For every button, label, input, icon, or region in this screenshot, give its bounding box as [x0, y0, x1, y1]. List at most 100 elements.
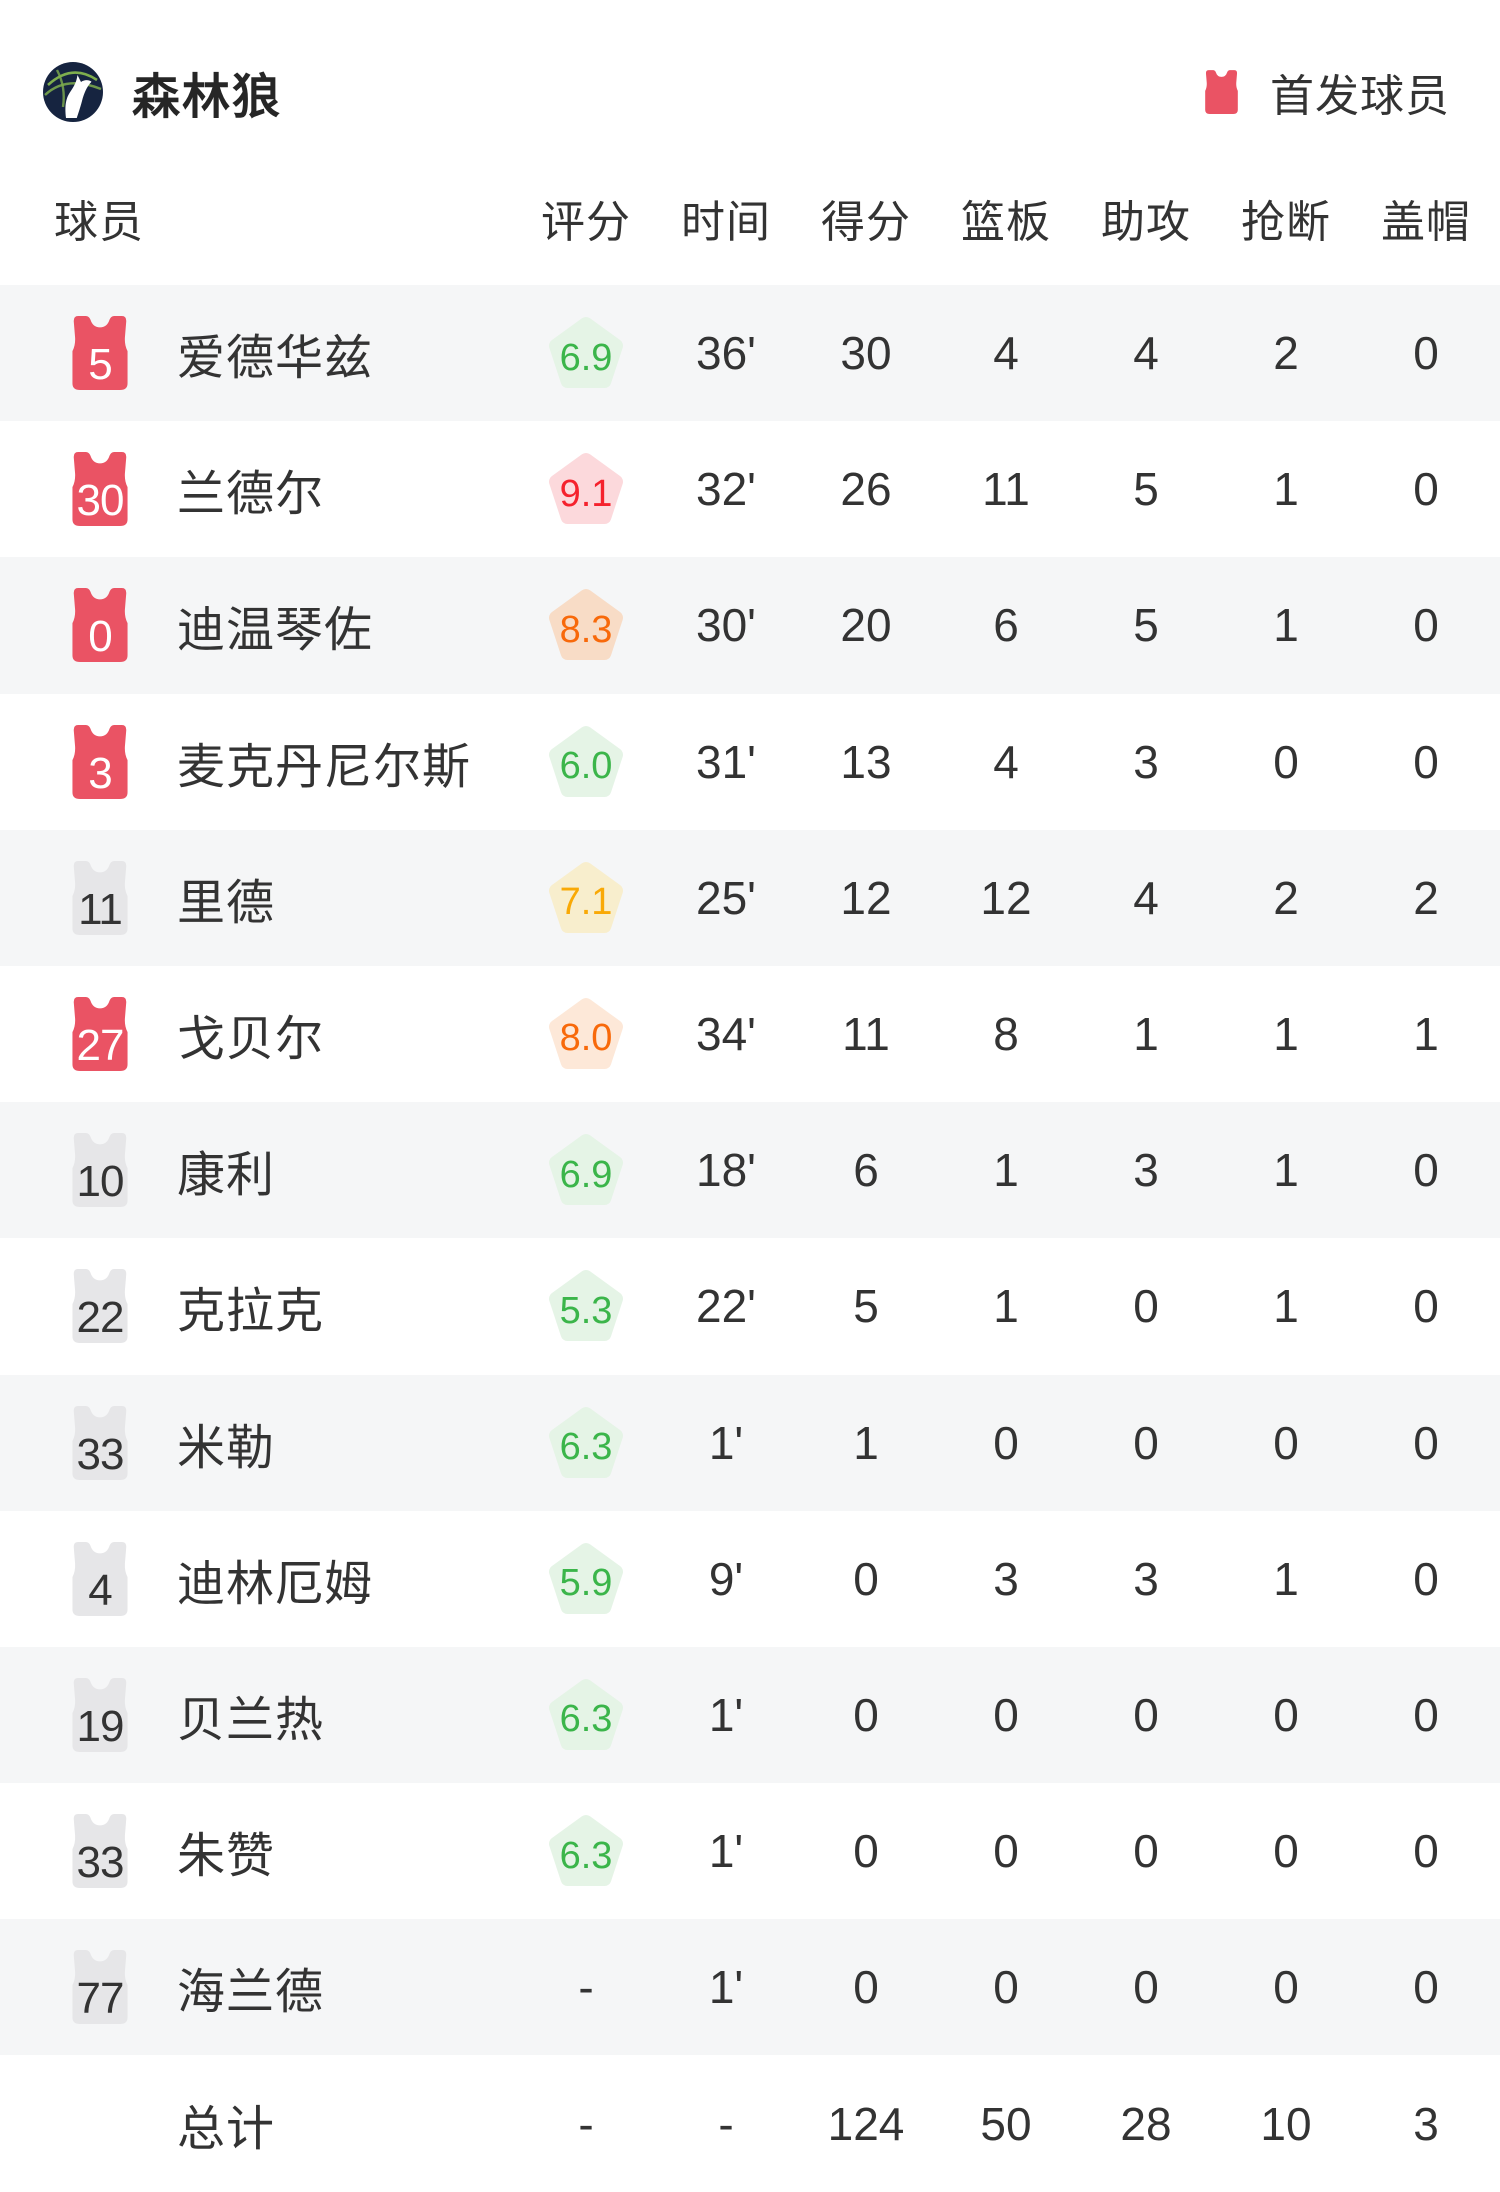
stat-blocks: 1	[1413, 1008, 1439, 1061]
player-row[interactable]: 4 迪林厄姆 5.9 9' 0 3 3 1 0	[0, 1511, 1500, 1647]
jersey-number: 33	[76, 1838, 125, 1888]
page-header: 森林狼 首发球员	[0, 0, 1500, 150]
stat-blocks: 2	[1413, 871, 1439, 924]
stat-points: 11	[842, 1008, 890, 1061]
player-cell: 27 戈贝尔	[36, 993, 516, 1075]
rating-badge: 5.3	[547, 1269, 625, 1343]
stat-rebounds: 8	[993, 1008, 1019, 1061]
stat-steals: 1	[1273, 1552, 1299, 1605]
stat-time: 22'	[696, 1280, 756, 1333]
rating-cell: 5.9	[516, 1542, 656, 1616]
player-row[interactable]: 27 戈贝尔 8.0 34' 11 8 1 1 1	[0, 966, 1500, 1102]
column-header-1: 评分	[541, 197, 631, 247]
rating-cell: 6.3	[516, 1406, 656, 1480]
stat-points: 20	[840, 599, 892, 652]
stat-time: 32'	[696, 463, 756, 516]
stat-blocks: 0	[1413, 1280, 1439, 1333]
player-name: 迪林厄姆	[177, 1557, 374, 1611]
player-row[interactable]: 10 康利 6.9 18' 6 1 3 1 0	[0, 1102, 1500, 1239]
stat-rebounds: 0	[993, 1825, 1019, 1878]
player-cell: 33 米勒	[36, 1402, 516, 1484]
player-row[interactable]: 5 爱德华兹 6.9 36' 30 4 4 2 0	[0, 285, 1500, 422]
stat-steals: 1	[1273, 1008, 1299, 1061]
rating-badge: 6.3	[547, 1814, 625, 1888]
jersey-icon: 30	[62, 448, 138, 530]
stat-assists: 4	[1133, 327, 1159, 380]
rating-cell: 8.3	[516, 588, 656, 662]
player-row[interactable]: 0 迪温琴佐 8.3 30' 20 6 5 1 0	[0, 557, 1500, 694]
player-name: 康利	[177, 1149, 276, 1203]
player-row[interactable]: 33 朱赞 6.3 1' 0 0 0 0 0	[0, 1783, 1500, 1919]
rating-cell: 6.3	[516, 1678, 656, 1752]
stat-steals: 2	[1273, 871, 1299, 924]
stat-assists: 5	[1133, 463, 1159, 516]
player-name: 朱赞	[177, 1830, 276, 1884]
starters-legend: 首发球员	[1199, 60, 1450, 124]
rating-cell: 9.1	[516, 452, 656, 526]
stat-time: 36'	[696, 327, 756, 380]
jersey-icon: 22	[62, 1265, 138, 1347]
stat-time: 1'	[708, 1825, 744, 1878]
stat-rebounds: 4	[993, 735, 1019, 788]
totals-rebounds: 50	[980, 2097, 1032, 2150]
jersey-icon: 0	[62, 584, 138, 666]
player-name: 爱德华兹	[177, 332, 374, 386]
player-row[interactable]: 77 海兰德 - 1' 0 0 0 0 0	[0, 1919, 1500, 2056]
jersey-number: 11	[78, 884, 123, 934]
stat-assists: 0	[1133, 1825, 1159, 1878]
stat-rebounds: 4	[993, 327, 1019, 380]
stat-assists: 0	[1133, 1416, 1159, 1469]
column-header-4: 篮板	[961, 197, 1051, 247]
column-header-3: 得分	[821, 197, 911, 247]
stat-rebounds: 11	[982, 463, 1030, 516]
stat-steals: 1	[1273, 1144, 1299, 1197]
rating-badge: 6.3	[547, 1406, 625, 1480]
totals-name-cell: 总计	[36, 2089, 516, 2159]
player-row[interactable]: 30 兰德尔 9.1 32' 26 11 5 1 0	[0, 421, 1500, 557]
stat-rebounds: 1	[993, 1144, 1019, 1197]
rating-badge: 6.9	[547, 316, 625, 390]
player-name: 里德	[177, 876, 276, 930]
player-cell: 5 爱德华兹	[36, 312, 516, 394]
stat-points: 30	[840, 327, 892, 380]
jersey-number: 33	[76, 1429, 125, 1479]
stat-assists: 4	[1133, 871, 1159, 924]
stat-points: 12	[840, 871, 892, 924]
column-header-0: 球员	[54, 197, 144, 247]
stat-points: 0	[853, 1961, 879, 2014]
stat-assists: 0	[1133, 1961, 1159, 2014]
jersey-icon: 3	[62, 721, 138, 803]
stat-blocks: 0	[1413, 463, 1439, 516]
stat-blocks: 0	[1413, 327, 1439, 380]
jersey-icon: 33	[62, 1810, 138, 1892]
jersey-number: 30	[76, 476, 125, 526]
stat-blocks: 0	[1413, 1688, 1439, 1741]
stat-rebounds: 3	[993, 1552, 1019, 1605]
stat-steals: 1	[1273, 463, 1299, 516]
column-header-2: 时间	[681, 197, 771, 247]
stat-steals: 1	[1273, 1280, 1299, 1333]
rating-badge: 6.9	[547, 1133, 625, 1207]
player-row[interactable]: 3 麦克丹尼尔斯 6.0 31' 13 4 3 0 0	[0, 694, 1500, 830]
rating-badge: 8.0	[547, 997, 625, 1071]
stat-rebounds: 6	[993, 599, 1019, 652]
jersey-number: 77	[76, 1974, 125, 2024]
player-row[interactable]: 11 里德 7.1 25' 12 12 4 2 2	[0, 829, 1500, 966]
stat-blocks: 0	[1413, 1144, 1439, 1197]
player-row[interactable]: 19 贝兰热 6.3 1' 0 0 0 0 0	[0, 1646, 1500, 1784]
player-row[interactable]: 22 克拉克 5.3 22' 5 1 0 1 0	[0, 1238, 1500, 1374]
stat-points: 5	[853, 1280, 879, 1333]
rating-badge: 6.0	[547, 725, 625, 799]
jersey-number: 0	[88, 612, 112, 662]
stat-time: 34'	[696, 1008, 756, 1061]
rating-cell: 5.3	[516, 1269, 656, 1343]
player-name: 贝兰热	[177, 1693, 325, 1747]
player-row[interactable]: 33 米勒 6.3 1' 1 0 0 0 0	[0, 1374, 1500, 1511]
totals-points: 124	[827, 2097, 905, 2150]
totals-steals: 10	[1260, 2097, 1312, 2150]
stat-points: 13	[840, 735, 892, 788]
stat-blocks: 0	[1413, 1552, 1439, 1605]
jersey-number: 5	[88, 340, 112, 390]
column-header-5: 助攻	[1101, 197, 1191, 247]
